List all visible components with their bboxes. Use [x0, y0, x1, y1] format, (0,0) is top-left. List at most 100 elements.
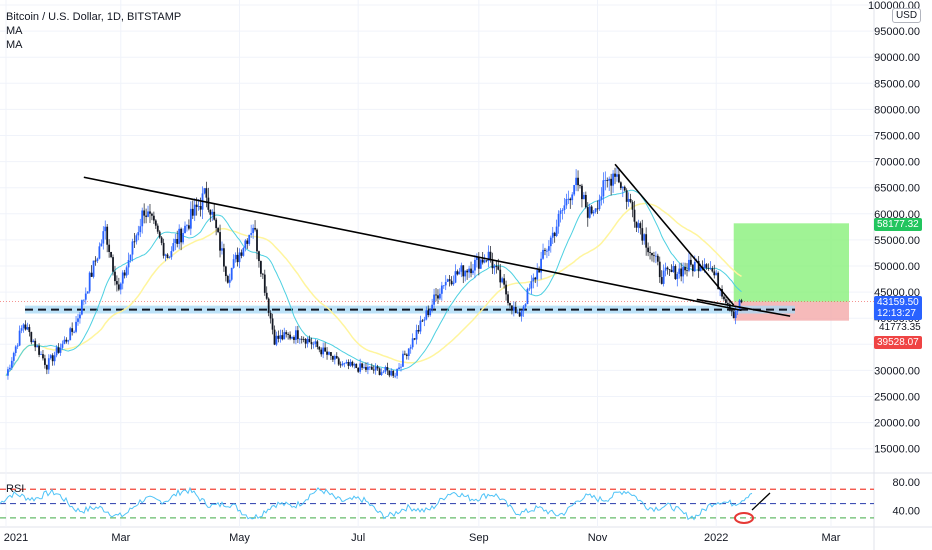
candle-body [507, 294, 509, 304]
candle-body [154, 220, 157, 226]
candle-body [429, 309, 432, 316]
candle-body [563, 205, 566, 211]
candle-body [503, 278, 506, 285]
candle-body [551, 232, 554, 238]
candle-body [497, 266, 500, 270]
candle-body [259, 261, 262, 274]
candle-body [127, 260, 130, 268]
candle-body [419, 320, 422, 332]
candle-body [567, 198, 570, 200]
candle-body [80, 300, 83, 315]
candle-body [24, 324, 27, 330]
candle-body [427, 310, 430, 316]
candle-body [38, 345, 40, 355]
indicator-ma-1: MA [6, 25, 23, 37]
candle-body [433, 294, 435, 305]
candle-body [514, 306, 517, 313]
candle-body [674, 266, 677, 280]
candle-body [240, 252, 243, 256]
candle-body [40, 354, 42, 355]
candle-body [283, 332, 286, 340]
candle-body [117, 284, 120, 290]
candle-body [205, 188, 208, 198]
candle-body [219, 232, 221, 251]
candle-body [106, 226, 109, 245]
candle-body [271, 318, 274, 330]
ma-slow-line [5, 202, 742, 377]
candle-body [546, 250, 548, 252]
candle-body [221, 248, 223, 251]
candle-body [232, 259, 235, 268]
candle-body [368, 366, 371, 368]
candle-body [392, 370, 395, 376]
candle-body [596, 208, 599, 210]
candle-body [324, 347, 327, 352]
x-tick-label: Nov [588, 532, 608, 544]
candle-body [631, 201, 634, 210]
candle-body [682, 266, 685, 277]
candle-body [553, 232, 556, 236]
candle-body [384, 367, 387, 372]
candle-body [717, 272, 720, 290]
candle-body [236, 254, 239, 263]
candle-body [49, 355, 52, 359]
candle-body [168, 257, 171, 258]
candle-body [26, 327, 29, 330]
candle-body [435, 294, 437, 296]
candle-body [678, 268, 681, 274]
candle-body [610, 178, 613, 186]
candle-body [446, 279, 449, 282]
candle-body [16, 345, 19, 347]
candle-body [51, 355, 54, 362]
candle-body [489, 251, 492, 260]
candle-body [571, 194, 574, 201]
trendline-3 [696, 298, 791, 317]
candle-body [450, 280, 453, 285]
candle-body [252, 227, 255, 234]
candle-body [575, 177, 578, 186]
candle-body [390, 370, 393, 376]
candle-body [164, 254, 167, 256]
candle-body [53, 355, 56, 362]
rsi-label: RSI [6, 483, 25, 495]
candle-body [577, 177, 579, 186]
candle-body [612, 173, 614, 186]
candle-body [343, 362, 346, 364]
candle-body [18, 330, 21, 346]
rsi-line [0, 486, 753, 521]
candle-body [454, 271, 457, 283]
candle-body [213, 211, 216, 220]
candle-body [98, 246, 101, 259]
candle-body [94, 260, 97, 262]
currency-badge[interactable]: USD [892, 8, 921, 23]
candle-body [431, 304, 434, 310]
candle-body [139, 226, 142, 233]
candle-body [398, 367, 400, 370]
candle-body [394, 375, 397, 377]
candle-body [250, 233, 253, 235]
candle-body [693, 262, 696, 272]
candle-body [34, 340, 37, 348]
candle-body [63, 339, 66, 344]
candle-body [386, 367, 389, 371]
candle-body [544, 249, 546, 251]
candle-body [588, 206, 591, 218]
candle-body [530, 281, 533, 289]
candle-body [468, 268, 470, 273]
candle-body [483, 260, 486, 263]
candle-body [349, 361, 352, 366]
candle-body [670, 269, 673, 272]
candle-body [296, 330, 299, 340]
candle-body [119, 283, 122, 290]
candle-body [112, 257, 114, 272]
candle-body [647, 247, 649, 253]
candle-body [339, 364, 342, 366]
candle-body [658, 261, 661, 278]
candle-body [372, 369, 375, 371]
candle-body [75, 321, 77, 332]
candle-body [559, 210, 562, 214]
candle-body [645, 234, 648, 248]
candle-body [32, 340, 35, 343]
y-tick-label: 70000.00 [874, 157, 920, 169]
